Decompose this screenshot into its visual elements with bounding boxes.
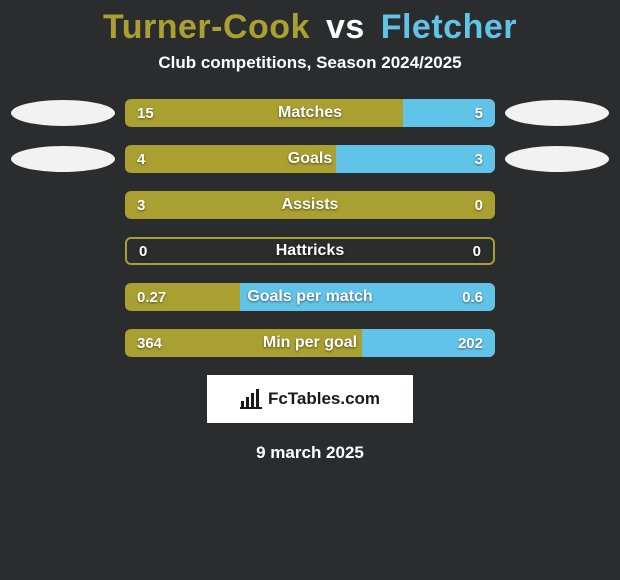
stat-value-left: 3: [125, 191, 157, 219]
stat-row: 155Matches: [0, 99, 620, 127]
stat-value-left: 364: [125, 329, 174, 357]
stat-value-right: 202: [446, 329, 495, 357]
stat-value-right: 0.6: [450, 283, 495, 311]
stat-bar: 30Assists: [125, 191, 495, 219]
page-title: Turner-Cook vs Fletcher: [0, 8, 620, 47]
team-badge-left: [11, 100, 115, 126]
bar-fill-left: [125, 191, 495, 219]
badge-ellipse-icon: [11, 100, 115, 126]
subtitle: Club competitions, Season 2024/2025: [0, 53, 620, 73]
stat-value-left: 0.27: [125, 283, 178, 311]
comparison-infographic: Turner-Cook vs Fletcher Club competition…: [0, 0, 620, 580]
team-badge-right: [505, 100, 609, 126]
stat-bar: 0.270.6Goals per match: [125, 283, 495, 311]
badge-ellipse-icon: [505, 100, 609, 126]
stat-row: 30Assists: [0, 191, 620, 219]
stat-bar: 0 0Hattricks: [125, 237, 495, 265]
stat-value-right: 3: [463, 145, 495, 173]
title-player2: Fletcher: [381, 8, 517, 46]
title-vs: vs: [326, 8, 365, 46]
stat-value-right: 5: [463, 99, 495, 127]
chart-icon: [240, 389, 262, 409]
badge-ellipse-icon: [11, 146, 115, 172]
stat-value-left: 0: [127, 239, 159, 263]
stat-row: 0.270.6Goals per match: [0, 283, 620, 311]
stat-bar: 155Matches: [125, 99, 495, 127]
attribution-text: FcTables.com: [268, 389, 380, 409]
stat-value-left: 4: [125, 145, 157, 173]
badge-ellipse-icon: [505, 146, 609, 172]
stat-value-right: 0: [463, 191, 495, 219]
stat-rows: 155Matches43Goals30Assists00Hattricks0.2…: [0, 99, 620, 357]
stat-bar: 43Goals: [125, 145, 495, 173]
stat-row: 364202Min per goal: [0, 329, 620, 357]
bar-fill-left: [125, 99, 403, 127]
stat-row: 43Goals: [0, 145, 620, 173]
team-badge-left: [11, 146, 115, 172]
team-badge-right: [505, 146, 609, 172]
title-player1: Turner-Cook: [103, 8, 310, 46]
stat-bar: 364202Min per goal: [125, 329, 495, 357]
stat-row: 0 0Hattricks: [0, 237, 620, 265]
stat-value-left: 15: [125, 99, 166, 127]
attribution-badge: FcTables.com: [207, 375, 413, 423]
stat-label: Hattricks: [127, 239, 493, 263]
date-text: 9 march 2025: [0, 443, 620, 463]
stat-value-right: 0: [461, 239, 493, 263]
